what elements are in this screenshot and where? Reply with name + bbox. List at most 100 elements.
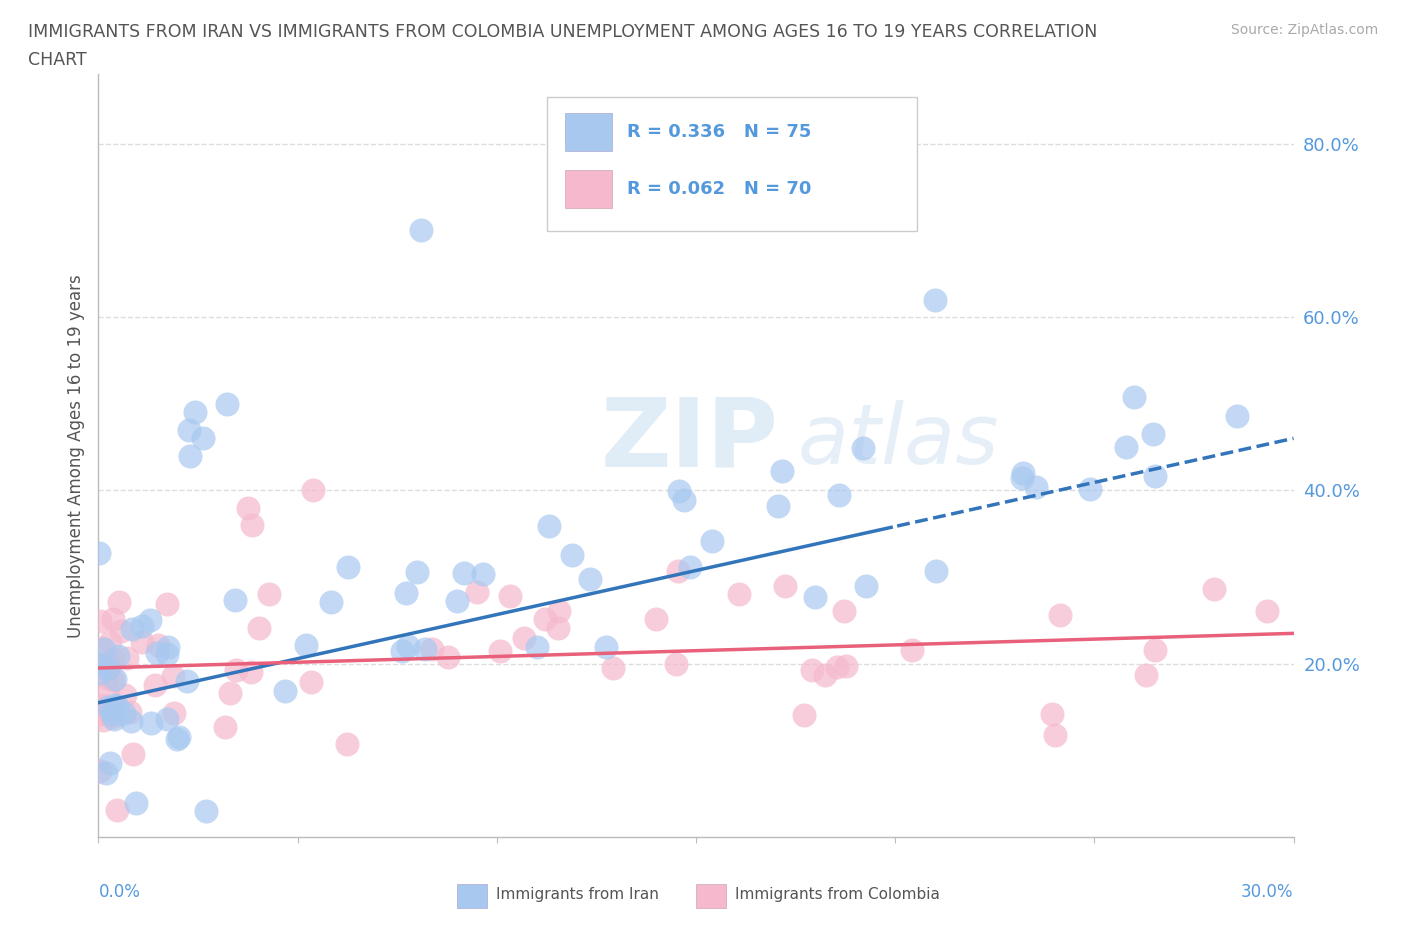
Y-axis label: Unemployment Among Ages 16 to 19 years: Unemployment Among Ages 16 to 19 years <box>66 273 84 638</box>
Point <box>91 712 114 727</box>
Point <box>1202 581 1225 596</box>
Point <box>247 620 270 635</box>
Point <box>214 720 236 735</box>
Text: Immigrants from Colombia: Immigrants from Colombia <box>735 886 941 902</box>
Point <box>274 684 297 698</box>
Point <box>93 642 115 657</box>
Point <box>547 620 569 635</box>
Point <box>668 484 690 498</box>
Point <box>97 684 120 698</box>
Point <box>925 564 948 578</box>
Point <box>396 639 419 654</box>
Point <box>90 707 112 722</box>
Point <box>98 658 121 673</box>
Point <box>835 658 858 673</box>
Point <box>665 657 688 671</box>
Point <box>103 698 125 712</box>
Point <box>179 448 201 463</box>
Point <box>832 604 855 618</box>
Point <box>138 613 160 628</box>
Point <box>108 595 131 610</box>
FancyBboxPatch shape <box>565 113 613 151</box>
Point <box>499 588 522 603</box>
Point <box>299 675 322 690</box>
Point <box>101 672 124 687</box>
Point <box>89 614 111 629</box>
Text: Immigrants from Iran: Immigrants from Iran <box>496 886 659 902</box>
Point <box>117 651 139 666</box>
Point <box>101 612 124 627</box>
Point <box>146 645 169 660</box>
Point <box>195 804 218 818</box>
Point <box>924 292 946 307</box>
Point <box>224 592 246 607</box>
Point <box>167 729 190 744</box>
Text: CHART: CHART <box>28 51 87 69</box>
Point <box>257 587 280 602</box>
Point <box>1143 643 1166 658</box>
Point <box>453 565 475 580</box>
Point <box>103 705 125 720</box>
Point <box>101 709 124 724</box>
Point <box>219 685 242 700</box>
FancyBboxPatch shape <box>696 884 725 908</box>
Point <box>1143 469 1166 484</box>
Point <box>538 518 561 533</box>
Point <box>394 585 416 600</box>
Point <box>143 678 166 693</box>
Text: 0.0%: 0.0% <box>98 883 141 901</box>
Point <box>1040 706 1063 721</box>
FancyBboxPatch shape <box>565 170 613 208</box>
Point <box>679 560 702 575</box>
Point <box>179 422 201 437</box>
Point <box>96 671 118 685</box>
Point <box>766 498 789 513</box>
Point <box>101 701 124 716</box>
Point <box>1135 668 1157 683</box>
Point <box>240 518 263 533</box>
Point <box>163 705 186 720</box>
Point <box>156 711 179 726</box>
Point <box>240 665 263 680</box>
Point <box>413 642 436 657</box>
Point <box>87 657 110 671</box>
Point <box>176 674 198 689</box>
Point <box>336 737 359 751</box>
Point <box>825 659 848 674</box>
Text: atlas: atlas <box>797 400 1000 481</box>
Point <box>526 639 548 654</box>
Point <box>465 585 488 600</box>
Point <box>513 631 536 645</box>
Point <box>107 648 129 663</box>
Point <box>533 611 555 626</box>
Point <box>336 559 359 574</box>
FancyBboxPatch shape <box>547 98 917 231</box>
Point <box>672 493 695 508</box>
Point <box>1078 482 1101 497</box>
Point <box>217 396 239 411</box>
Point <box>225 662 247 677</box>
Point <box>97 699 120 714</box>
Point <box>668 564 690 578</box>
Point <box>166 732 188 747</box>
Text: R = 0.062   N = 70: R = 0.062 N = 70 <box>627 179 811 198</box>
Point <box>1011 471 1033 485</box>
Point <box>89 546 111 561</box>
Text: R = 0.336   N = 75: R = 0.336 N = 75 <box>627 123 811 140</box>
Point <box>645 612 668 627</box>
Point <box>120 713 142 728</box>
Point <box>595 640 617 655</box>
Point <box>101 707 124 722</box>
Point <box>578 571 600 586</box>
Point <box>112 706 135 721</box>
Point <box>302 483 325 498</box>
Point <box>131 634 153 649</box>
Point <box>184 405 207 419</box>
Point <box>193 431 215 445</box>
Point <box>1123 390 1146 405</box>
Point <box>121 621 143 636</box>
Point <box>91 658 114 673</box>
Point <box>105 698 128 713</box>
Point <box>156 597 179 612</box>
Point <box>1012 466 1035 481</box>
